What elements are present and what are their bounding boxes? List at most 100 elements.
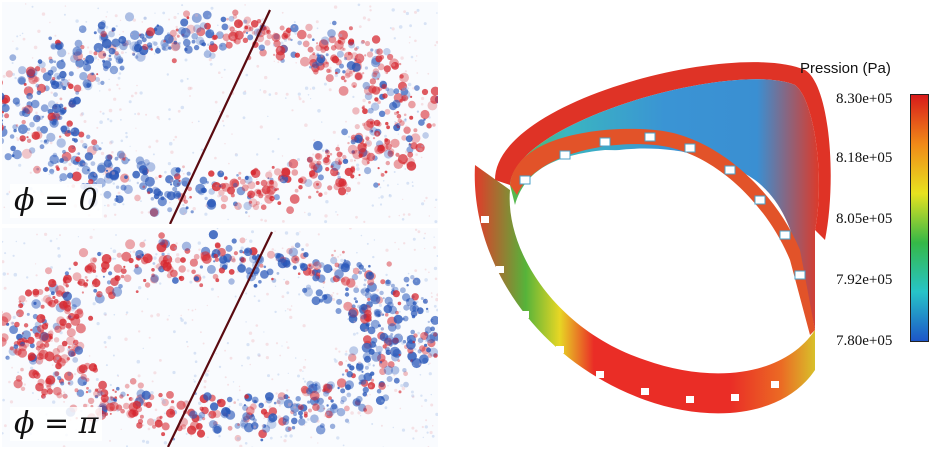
vorticity-speck xyxy=(340,388,346,394)
vorticity-speck xyxy=(315,153,323,161)
vorticity-speck xyxy=(209,402,219,411)
vorticity-speck xyxy=(184,45,193,54)
background-speck xyxy=(294,357,297,359)
background-speck xyxy=(425,419,428,422)
background-speck xyxy=(95,275,98,278)
vorticity-speck xyxy=(402,368,407,373)
vorticity-speck xyxy=(49,59,54,64)
background-speck xyxy=(54,360,57,363)
rim-slot xyxy=(496,266,504,273)
background-speck xyxy=(288,308,292,312)
background-speck xyxy=(27,138,30,141)
background-speck xyxy=(156,313,160,317)
background-speck xyxy=(398,214,400,217)
background-speck xyxy=(260,203,263,205)
vorticity-speck xyxy=(374,144,384,155)
vorticity-speck xyxy=(226,396,233,403)
background-speck xyxy=(389,280,392,283)
vorticity-speck xyxy=(45,335,49,339)
vorticity-speck xyxy=(291,426,296,430)
vorticity-speck xyxy=(271,165,275,169)
vorticity-speck xyxy=(2,80,3,86)
background-speck xyxy=(380,172,383,175)
vorticity-speck xyxy=(30,328,33,332)
background-speck xyxy=(217,296,219,298)
background-speck xyxy=(261,407,264,411)
background-speck xyxy=(246,28,251,33)
vorticity-speck xyxy=(56,300,61,306)
background-speck xyxy=(412,364,415,367)
vorticity-speck xyxy=(366,152,376,162)
vorticity-speck xyxy=(13,128,17,133)
vorticity-speck xyxy=(93,31,97,35)
vorticity-speck xyxy=(134,264,139,269)
vorticity-speck xyxy=(195,423,203,430)
vorticity-speck xyxy=(336,151,343,158)
background-speck xyxy=(207,14,211,18)
background-speck xyxy=(378,183,380,186)
vorticity-speck xyxy=(181,241,192,251)
background-speck xyxy=(71,308,75,312)
vorticity-speck xyxy=(328,35,337,44)
vorticity-speck xyxy=(130,30,140,40)
background-speck xyxy=(102,173,105,176)
background-speck xyxy=(281,295,285,298)
vorticity-speck xyxy=(396,113,402,119)
background-speck xyxy=(273,31,276,34)
vorticity-speck xyxy=(360,303,368,311)
vorticity-speck xyxy=(316,425,326,435)
vorticity-speck xyxy=(139,241,146,248)
background-speck xyxy=(249,363,251,366)
vorticity-speck xyxy=(167,207,173,213)
vorticity-speck xyxy=(186,171,191,176)
background-speck xyxy=(385,273,388,277)
background-speck xyxy=(70,316,74,319)
background-speck xyxy=(424,232,426,235)
background-speck xyxy=(339,33,343,38)
background-speck xyxy=(50,266,53,269)
background-speck xyxy=(4,252,7,255)
vorticity-speck xyxy=(258,402,264,408)
vorticity-speck xyxy=(206,400,209,403)
background-speck xyxy=(146,298,149,300)
background-speck xyxy=(339,253,342,256)
background-speck xyxy=(246,343,250,347)
vorticity-speck xyxy=(36,314,46,323)
background-speck xyxy=(259,405,262,408)
vorticity-speck xyxy=(182,165,185,169)
vorticity-speck xyxy=(334,40,344,50)
vorticity-speck xyxy=(208,230,218,240)
vorticity-speck xyxy=(317,269,321,273)
vorticity-speck xyxy=(305,284,312,290)
vorticity-speck xyxy=(365,316,372,323)
background-speck xyxy=(158,118,160,120)
background-speck xyxy=(238,389,241,392)
background-speck xyxy=(140,200,142,203)
background-speck xyxy=(316,419,320,423)
background-speck xyxy=(302,365,306,369)
background-speck xyxy=(418,363,422,366)
vorticity-speck xyxy=(20,341,25,347)
vorticity-speck xyxy=(376,48,383,55)
background-speck xyxy=(388,323,391,326)
background-speck xyxy=(273,60,275,62)
vorticity-speck xyxy=(406,335,411,340)
colorbar-tick-max: 8.30e+05 xyxy=(836,91,893,107)
background-speck xyxy=(397,133,399,135)
background-speck xyxy=(428,215,430,217)
background-speck xyxy=(317,262,321,266)
vorticity-speck xyxy=(234,434,242,442)
vorticity-speck xyxy=(63,371,74,381)
vorticity-speck xyxy=(85,377,90,382)
vorticity-speck xyxy=(312,38,315,41)
vorticity-speck xyxy=(81,291,84,294)
background-speck xyxy=(353,320,356,323)
background-speck xyxy=(190,434,193,437)
vorticity-speck xyxy=(287,426,292,431)
background-speck xyxy=(428,271,430,274)
vorticity-speck xyxy=(39,144,45,150)
background-speck xyxy=(31,392,34,394)
vorticity-speck xyxy=(80,373,87,380)
background-speck xyxy=(427,363,430,366)
vorticity-speck xyxy=(2,123,4,131)
